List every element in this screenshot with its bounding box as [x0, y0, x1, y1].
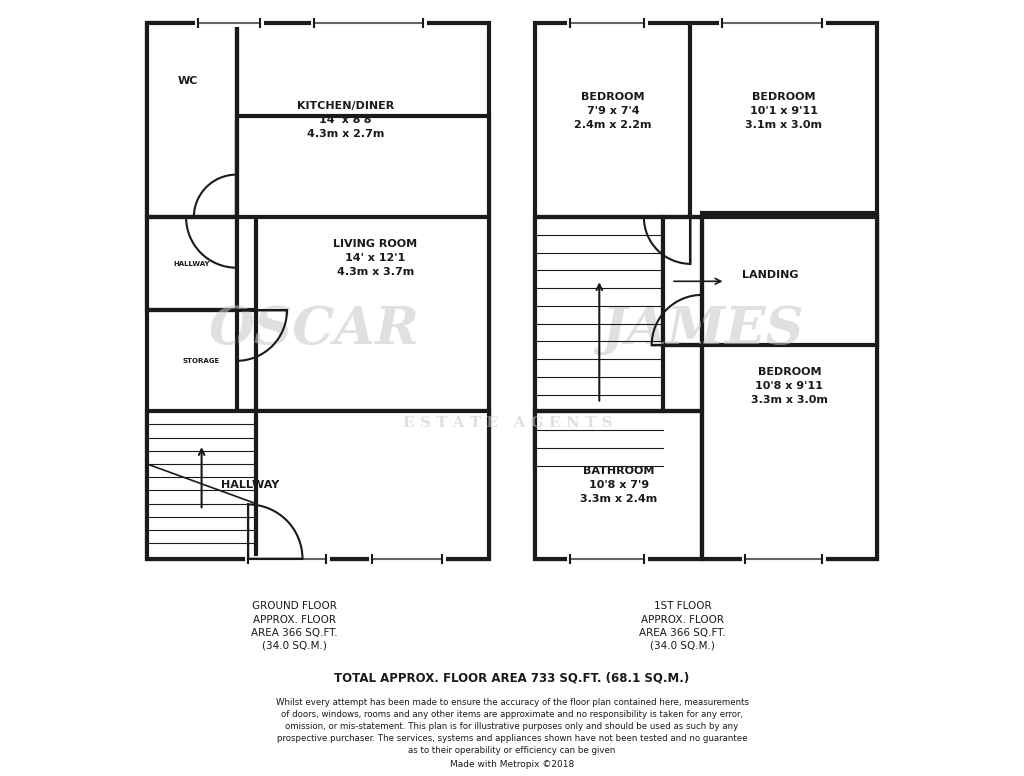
Bar	[536, 365, 877, 454]
Text: BEDROOM
10'1 x 9'11
3.1m x 3.0m: BEDROOM 10'1 x 9'11 3.1m x 3.0m	[745, 92, 822, 130]
Bar	[147, 365, 488, 454]
Bar	[147, 23, 237, 217]
Text: Made with Metropix ©2018: Made with Metropix ©2018	[450, 760, 574, 770]
Text: E S T A T E   A G E N T S: E S T A T E A G E N T S	[403, 416, 613, 430]
Text: STORAGE: STORAGE	[183, 358, 220, 364]
Text: HALLWAY: HALLWAY	[174, 261, 210, 267]
Bar	[147, 501, 488, 559]
Bar	[536, 501, 877, 559]
Text: WC: WC	[177, 77, 198, 86]
Text: GROUND FLOOR
APPROX. FLOOR
AREA 366 SQ.FT.
(34.0 SQ.M.): GROUND FLOOR APPROX. FLOOR AREA 366 SQ.F…	[252, 601, 338, 651]
Bar	[147, 23, 488, 559]
Text: Whilst every attempt has been made to ensure the accuracy of the floor plan cont: Whilst every attempt has been made to en…	[275, 698, 749, 754]
Bar	[237, 116, 488, 411]
Bar	[536, 217, 664, 466]
Text: BEDROOM
10'8 x 9'11
3.3m x 3.0m: BEDROOM 10'8 x 9'11 3.3m x 3.0m	[751, 367, 827, 405]
Bar	[147, 217, 237, 310]
Bar	[536, 23, 877, 559]
Text: TOTAL APPROX. FLOOR AREA 733 SQ.FT. (68.1 SQ.M.): TOTAL APPROX. FLOOR AREA 733 SQ.FT. (68.…	[335, 671, 689, 684]
Bar	[147, 411, 488, 559]
Bar	[702, 213, 877, 559]
Text: JAMES: JAMES	[601, 304, 804, 355]
Bar	[664, 217, 877, 345]
Text: LANDING: LANDING	[741, 270, 799, 280]
Bar	[536, 411, 702, 559]
Text: KITCHEN/DINER
14' x 8'8
4.3m x 2.7m: KITCHEN/DINER 14' x 8'8 4.3m x 2.7m	[297, 102, 394, 139]
Text: OSCAR: OSCAR	[209, 304, 420, 355]
Text: 1ST FLOOR
APPROX. FLOOR
AREA 366 SQ.FT.
(34.0 SQ.M.): 1ST FLOOR APPROX. FLOOR AREA 366 SQ.FT. …	[639, 601, 726, 651]
Text: LIVING ROOM
14' x 12'1
4.3m x 3.7m: LIVING ROOM 14' x 12'1 4.3m x 3.7m	[333, 239, 418, 277]
Text: BEDROOM
7'9 x 7'4
2.4m x 2.2m: BEDROOM 7'9 x 7'4 2.4m x 2.2m	[574, 92, 651, 130]
Text: HALLWAY: HALLWAY	[220, 480, 279, 490]
Text: BATHROOM
10'8 x 7'9
3.3m x 2.4m: BATHROOM 10'8 x 7'9 3.3m x 2.4m	[580, 466, 657, 504]
